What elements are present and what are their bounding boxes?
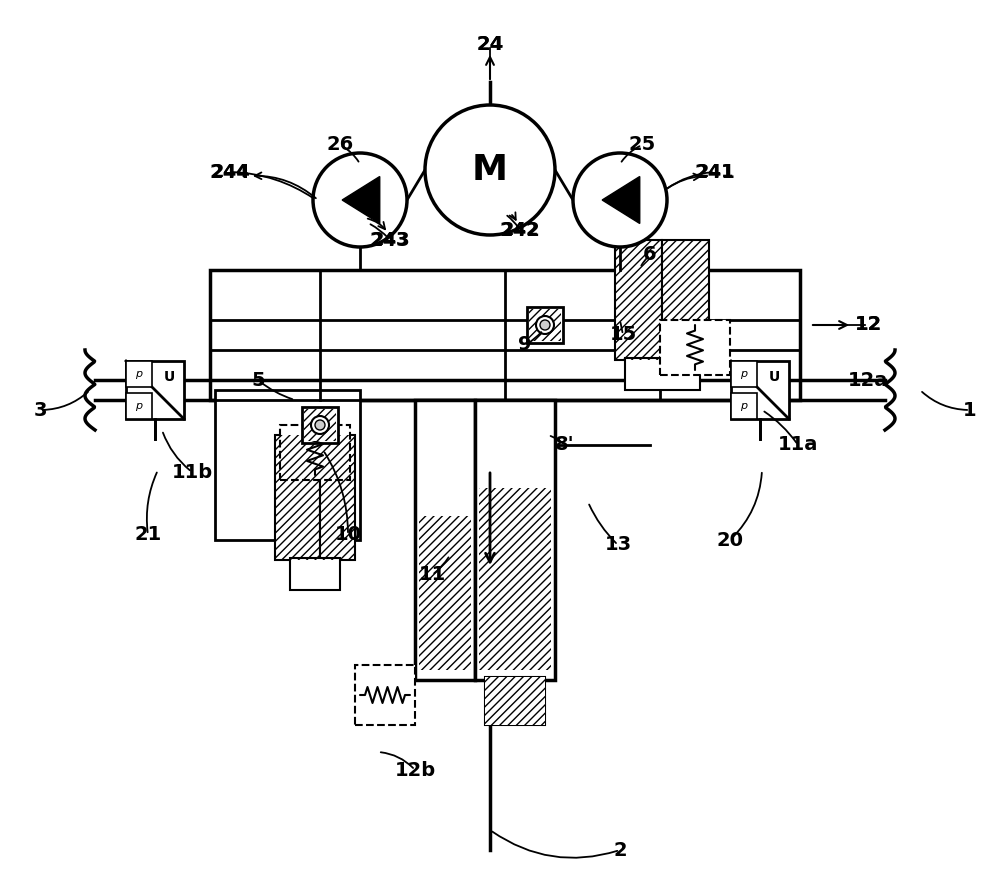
Bar xyxy=(485,677,545,725)
Bar xyxy=(475,400,555,680)
Text: 241: 241 xyxy=(696,163,734,181)
Bar xyxy=(479,488,551,670)
Bar xyxy=(355,665,415,725)
Circle shape xyxy=(315,420,325,430)
Text: 25: 25 xyxy=(628,135,656,155)
Text: p: p xyxy=(135,401,142,411)
Text: M: M xyxy=(472,153,508,187)
Circle shape xyxy=(311,416,329,434)
Bar xyxy=(529,309,561,341)
Bar xyxy=(126,361,152,386)
Circle shape xyxy=(536,316,554,334)
Bar xyxy=(615,240,662,360)
Text: 11: 11 xyxy=(418,565,446,585)
Text: 6: 6 xyxy=(643,246,657,264)
Bar xyxy=(126,361,184,419)
Text: 21: 21 xyxy=(134,525,162,545)
Text: 12: 12 xyxy=(854,315,882,335)
Bar xyxy=(320,435,355,560)
Bar xyxy=(731,393,757,419)
Bar xyxy=(662,240,709,360)
Text: 13: 13 xyxy=(604,536,632,554)
Bar xyxy=(215,390,360,540)
Text: 11a: 11a xyxy=(778,435,818,455)
Bar xyxy=(126,393,152,419)
Bar xyxy=(275,435,320,560)
Bar xyxy=(731,361,757,386)
Bar xyxy=(479,488,551,670)
Bar xyxy=(290,558,340,590)
Text: 243: 243 xyxy=(371,231,409,249)
Bar xyxy=(731,361,789,419)
Circle shape xyxy=(425,105,555,235)
Text: U: U xyxy=(768,369,780,384)
Text: 20: 20 xyxy=(716,530,744,549)
Bar xyxy=(419,516,471,670)
Text: 244: 244 xyxy=(211,163,249,181)
Text: 15: 15 xyxy=(609,326,637,344)
Bar xyxy=(615,240,662,360)
Circle shape xyxy=(313,153,407,247)
Text: p: p xyxy=(740,401,747,411)
Text: 243: 243 xyxy=(370,231,410,249)
Text: 242: 242 xyxy=(501,221,539,239)
Bar xyxy=(210,270,800,400)
Text: 3: 3 xyxy=(33,400,47,419)
Bar xyxy=(527,307,563,343)
Text: 5: 5 xyxy=(251,370,265,390)
Text: 12b: 12b xyxy=(394,760,436,780)
Text: 242: 242 xyxy=(500,221,540,239)
Text: p: p xyxy=(740,368,747,379)
Bar xyxy=(485,677,545,725)
Text: 12a: 12a xyxy=(848,370,888,390)
Text: 24: 24 xyxy=(476,36,504,54)
Bar xyxy=(275,435,320,560)
Text: 10: 10 xyxy=(335,525,362,545)
Text: 2: 2 xyxy=(613,840,627,860)
Bar xyxy=(304,409,336,441)
Text: 8': 8' xyxy=(555,435,575,455)
Text: 11b: 11b xyxy=(171,463,213,481)
Text: 26: 26 xyxy=(326,135,354,155)
Text: 244: 244 xyxy=(210,163,250,182)
Text: 1: 1 xyxy=(963,400,977,419)
Circle shape xyxy=(540,320,550,330)
Bar xyxy=(415,400,475,680)
Bar xyxy=(280,425,350,480)
Polygon shape xyxy=(602,176,640,223)
Text: 24: 24 xyxy=(476,36,504,54)
Bar xyxy=(625,358,700,390)
Text: U: U xyxy=(163,369,175,384)
Text: 241: 241 xyxy=(695,163,735,182)
Bar xyxy=(660,320,730,375)
Bar xyxy=(529,309,561,341)
Text: p: p xyxy=(135,368,142,379)
Text: 12: 12 xyxy=(854,315,882,335)
Bar xyxy=(320,435,355,560)
Text: 9: 9 xyxy=(518,336,532,354)
Bar xyxy=(302,407,338,443)
Bar xyxy=(662,240,709,360)
Bar xyxy=(419,516,471,670)
Bar xyxy=(485,677,545,725)
Bar xyxy=(304,409,336,441)
Polygon shape xyxy=(342,176,380,223)
Circle shape xyxy=(573,153,667,247)
